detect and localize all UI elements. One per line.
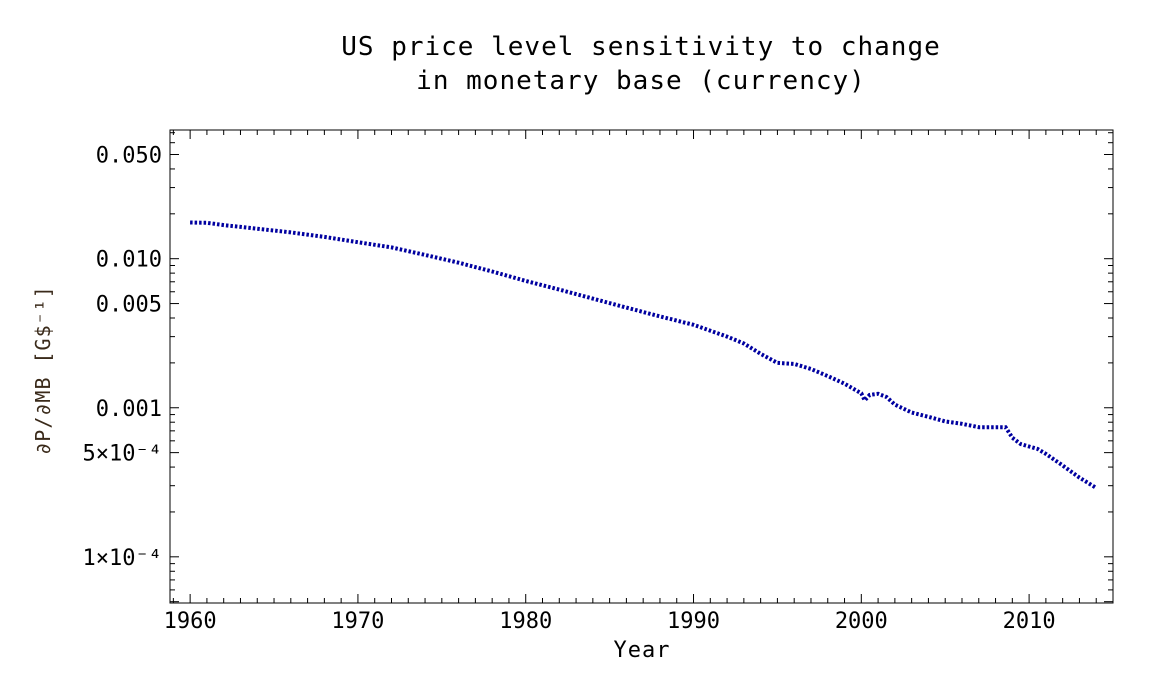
series-line (190, 220, 1098, 490)
x-tick-label: 1970 (331, 609, 384, 634)
y-tick-label: 1×10⁻⁴ (83, 546, 162, 571)
y-tick-label: 0.001 (96, 397, 162, 422)
series-layer (190, 220, 1098, 490)
x-tick-label: 2010 (1003, 609, 1056, 634)
x-axis-label: Year (614, 638, 671, 663)
y-tick-label: 0.010 (96, 248, 162, 273)
x-tick-label: 1990 (667, 609, 720, 634)
plot-frame (169, 129, 1114, 604)
y-tick-label: 0.005 (96, 293, 162, 318)
axis-ticks (170, 130, 1114, 603)
x-tick-label: 2000 (835, 609, 888, 634)
y-tick-label: 5×10⁻⁴ (83, 442, 162, 467)
y-tick-label: 0.050 (96, 143, 162, 168)
x-tick-labels: 1960 1970 1980 1990 2000 2010 (164, 609, 1056, 634)
y-tick-labels: 0.050 0.010 0.005 0.001 5×10⁻⁴ 1×10⁻⁴ (83, 143, 162, 570)
chart-title-line-2: in monetary base (currency) (416, 66, 866, 96)
x-tick-label: 1980 (499, 609, 552, 634)
chart-title-line-1: US price level sensitivity to change (341, 32, 941, 62)
x-tick-label: 1960 (164, 609, 217, 634)
y-axis-label: ∂P/∂MB [G$⁻¹] (31, 285, 55, 455)
